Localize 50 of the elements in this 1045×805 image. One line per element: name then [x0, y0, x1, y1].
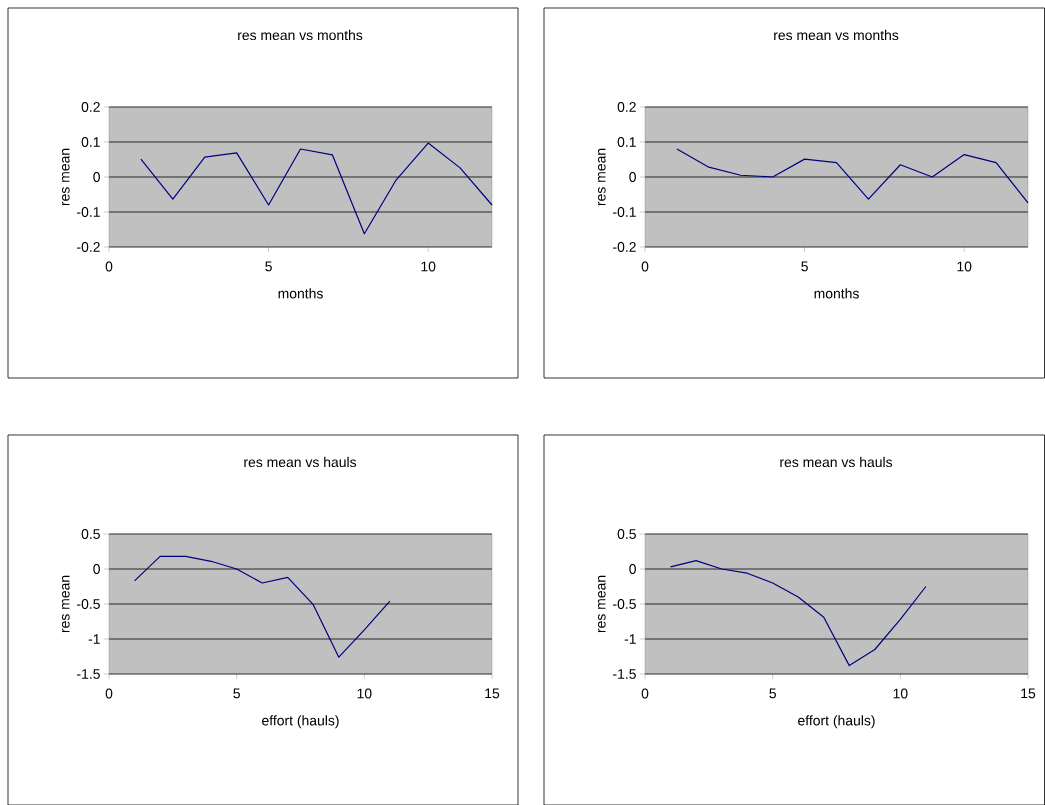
line-series [676, 148, 1029, 204]
x-tick-label: 5 [233, 688, 240, 699]
y-tick-label: 0.2 [81, 102, 100, 112]
x-tick-label: 15 [1021, 688, 1036, 699]
x-axis-title: months [278, 288, 323, 299]
y-tick-label: -1 [624, 634, 636, 644]
y-tick-label: -0.1 [77, 207, 100, 217]
y-tick-label: 0.5 [81, 529, 100, 539]
x-tick-label: 0 [105, 688, 113, 699]
x-tick-label: 10 [357, 688, 372, 699]
y-tick-label: -1.5 [77, 669, 100, 679]
y-tick-label: -0.2 [77, 242, 100, 252]
chart-title: res mean vs months [774, 29, 899, 41]
y-tick-label: -1.5 [613, 669, 636, 679]
y-tick-label: 0 [93, 172, 100, 182]
y-tick-label: 0 [629, 564, 636, 574]
y-tick-label: 0.1 [617, 137, 636, 147]
chart-title: res mean vs months [238, 29, 363, 41]
y-tick-label: -0.1 [613, 207, 636, 217]
y-tick-label: -0.5 [77, 599, 100, 609]
x-tick-label: 5 [769, 688, 776, 699]
line-series [669, 560, 927, 667]
chart-title: res mean vs hauls [780, 456, 893, 468]
y-axis-title: res mean [597, 575, 606, 633]
y-tick-label: 0 [93, 564, 100, 574]
line-series [140, 142, 493, 235]
x-tick-label: 0 [105, 261, 113, 272]
y-tick-label: -0.2 [613, 242, 636, 252]
y-tick-label: 0 [629, 172, 636, 182]
y-axis-title: res mean [61, 148, 70, 206]
y-tick-label: -1 [88, 634, 100, 644]
y-tick-label: 0.1 [81, 137, 100, 147]
x-tick-label: 10 [893, 688, 908, 699]
x-tick-label: 15 [485, 688, 500, 699]
x-axis-title: effort (hauls) [262, 715, 339, 729]
x-tick-label: 0 [641, 261, 649, 272]
x-tick-label: 5 [265, 261, 272, 272]
x-tick-label: 10 [957, 261, 972, 272]
y-tick-label: 0.5 [617, 529, 636, 539]
x-axis-title: effort (hauls) [798, 715, 875, 729]
x-axis-title: months [814, 288, 859, 299]
y-axis-title: res mean [61, 575, 70, 633]
x-tick-label: 0 [641, 688, 649, 699]
y-tick-label: -0.5 [613, 599, 636, 609]
y-axis-title: res mean [597, 148, 606, 206]
line-series [133, 555, 391, 658]
chart-title: res mean vs hauls [244, 456, 357, 468]
y-tick-label: 0.2 [617, 102, 636, 112]
x-tick-label: 10 [421, 261, 436, 272]
x-tick-label: 5 [801, 261, 808, 272]
